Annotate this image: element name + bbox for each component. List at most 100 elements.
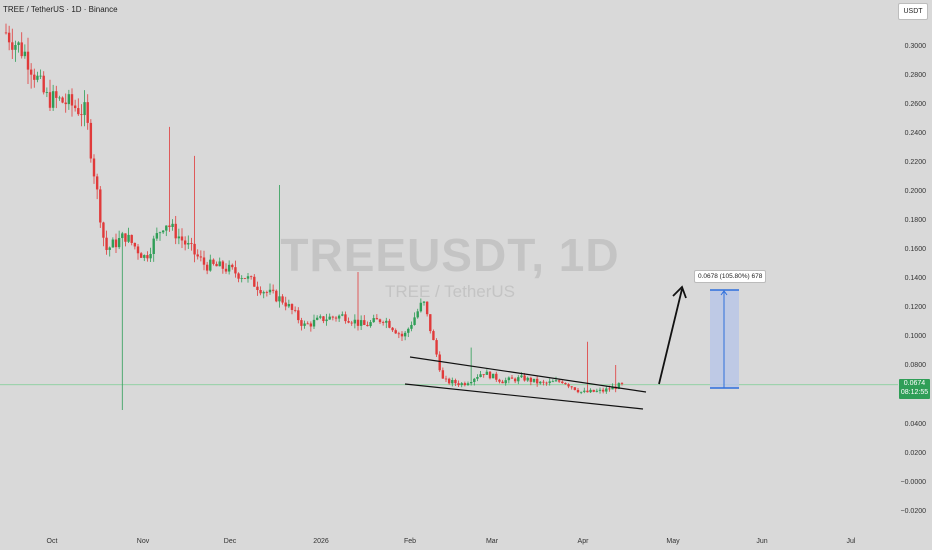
candle-body [498,379,501,382]
candle-body [133,242,137,247]
candle-body [48,92,52,108]
candle-body [284,302,287,307]
candle-body [476,377,479,379]
candle-body [407,328,410,333]
candle-body [586,390,589,393]
candle-body [146,255,149,259]
candle-body [595,390,599,392]
candle-body [102,222,105,238]
candle-body [80,114,83,116]
candle-body [589,389,592,393]
candle-body [202,257,206,265]
breakout-arrow-head [672,285,687,299]
candle-body [83,102,86,116]
candle-body [350,322,353,324]
candle-body [576,389,580,393]
candle-body [466,383,470,386]
candle-body [114,239,118,248]
candle-body [598,389,602,391]
price-axis-label: 0.0400 [904,420,926,428]
candle-body [381,322,385,323]
candle-body [20,42,23,57]
price-axis-label: 0.0200 [904,449,926,457]
candle-body [221,261,225,269]
candle-body [36,75,39,80]
candle-body [394,330,397,334]
candle-body [482,374,485,376]
candle-body [268,289,272,293]
time-axis-label: 2026 [313,538,329,545]
candle-body [331,316,335,318]
candle-body [539,381,542,384]
candle-body [130,234,133,243]
candle-body [457,383,460,386]
candle-body [529,377,533,382]
candle-body [205,264,209,271]
candle-body [557,380,561,382]
candle-body [218,261,221,267]
candle-body [366,324,369,327]
price-axis-label: 0.1200 [904,304,926,312]
candle-body [579,391,583,393]
candle-body [460,383,463,386]
candle-body [309,323,313,327]
candle-body [570,386,573,388]
candle-body [545,382,548,384]
candle-body [275,290,278,302]
candle-body [209,259,212,271]
candle-body [199,256,203,258]
current-price-badge: 0.0674 08:12:55 [899,379,930,399]
candle-body [117,238,121,248]
candle-body [234,267,237,274]
candle-body [231,264,234,268]
candle-body [510,377,514,379]
time-axis-label: Mar [485,538,499,545]
candle-body [215,263,218,267]
price-axis-label: −0.0200 [900,507,927,515]
candle-body [300,320,303,326]
wedge-upper-trendline [409,356,647,393]
currency-badge[interactable]: USDT [898,3,928,20]
price-axis-label: 0.1800 [904,217,926,225]
candle-body [171,223,174,227]
candle-body [319,316,322,318]
candle-body [322,316,325,322]
chart-watermark: TREEUSDT, 1D [280,229,620,281]
candle-body [372,318,375,323]
candle-body [454,380,457,384]
candle-body [551,381,555,383]
candle-body [397,333,401,335]
candle-body [564,382,567,385]
candle-body [554,380,558,382]
candle-body [177,236,181,239]
candle-body [121,233,124,239]
candle-body [375,318,379,320]
candle-body [297,310,300,321]
candle-body [501,381,504,384]
candle-body [517,377,520,382]
candle-body [416,311,419,318]
candle-body [378,319,382,323]
price-axis-label: 0.2400 [904,130,926,138]
price-axis-label: 0.1600 [904,246,926,254]
candle-body [64,102,67,105]
candle-body [400,333,404,337]
candle-body [183,240,187,245]
candle-body [227,264,231,272]
candle-body [95,176,99,190]
candle-body [363,320,366,325]
candle-body [532,378,536,382]
candle-body [89,122,93,159]
candle-body [190,243,193,244]
candle-body [303,323,306,326]
candle-body [491,373,495,379]
candle-body [73,105,77,109]
candle-body [124,233,127,242]
candle-body [33,74,36,80]
candle-body [237,273,240,279]
candle-body [341,314,344,316]
candle-body [67,94,71,105]
candle-body [174,223,177,239]
